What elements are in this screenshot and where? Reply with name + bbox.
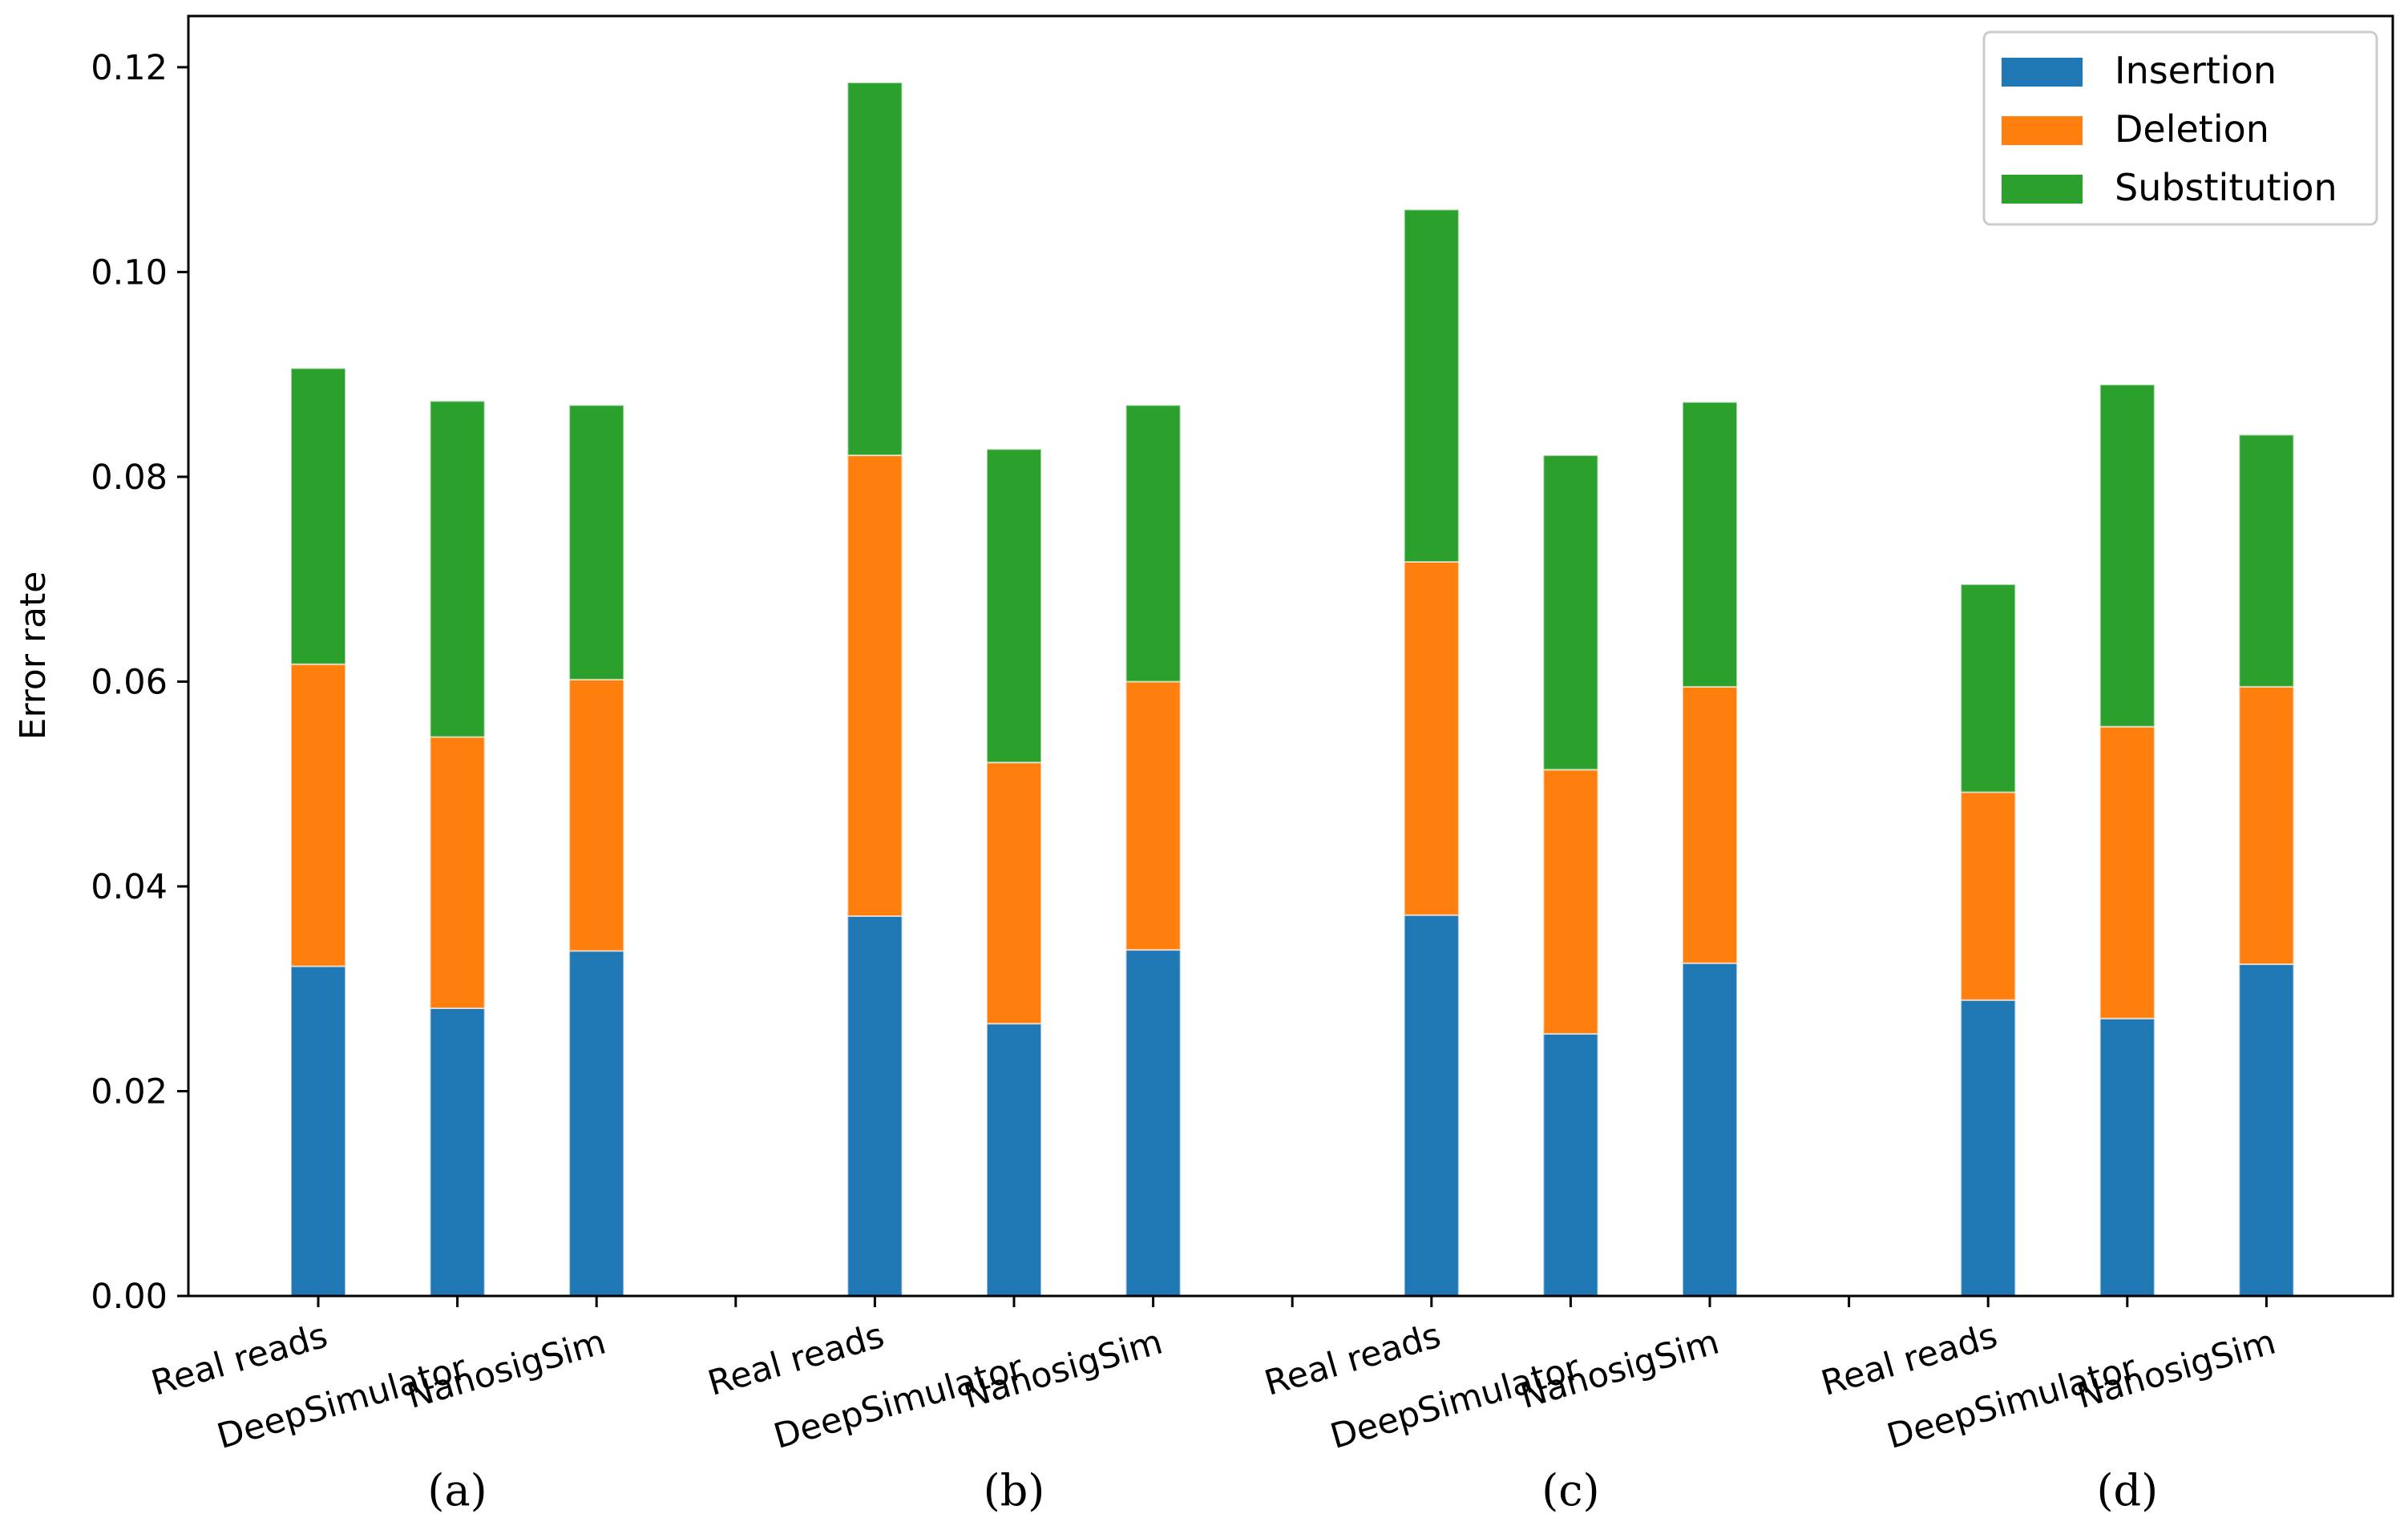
y-axis-label: Error rate (13, 571, 54, 741)
legend-swatch-deletion (2002, 116, 2083, 145)
y-tick-label-4: 0.08 (91, 458, 168, 498)
bar-substitution-1 (290, 367, 346, 665)
bar-deletion-12 (2238, 685, 2295, 965)
x-tick-label-4: Real reads (704, 1316, 889, 1404)
bar-substitution-12 (2238, 434, 2295, 688)
bar-deletion-4 (846, 454, 903, 917)
x-tick-label-10: Real reads (1817, 1316, 2002, 1404)
x-tick-label-12: NanosigSim (2073, 1322, 2281, 1417)
bar-deletion-6 (1125, 680, 1182, 951)
bar-insertion-3 (568, 950, 625, 1298)
legend-swatch-substitution (2002, 175, 2083, 204)
group-label-1: (a) (427, 1465, 487, 1516)
bar-insertion-10 (1960, 999, 2017, 1298)
x-tick-label-7: Real reads (1260, 1316, 1445, 1404)
bar-substitution-11 (2099, 383, 2155, 728)
bar-substitution-6 (1125, 404, 1182, 683)
group-label-2: (b) (984, 1465, 1045, 1516)
bar-insertion-9 (1682, 962, 1738, 1298)
bar-deletion-7 (1403, 561, 1460, 916)
legend-label-deletion: Deletion (2115, 107, 2269, 151)
y-tick-label-1: 0.02 (91, 1072, 168, 1112)
x-tick-label-9: NanosigSim (1516, 1322, 1723, 1417)
y-axis: 0.00 0.02 0.04 0.06 0.08 0.10 0.12 (91, 48, 188, 1317)
bar-substitution-2 (429, 400, 486, 738)
group-label-3: (c) (1541, 1465, 1599, 1516)
bar-deletion-1 (290, 663, 346, 967)
plot-frame (187, 14, 2394, 1298)
bar-insertion-11 (2099, 1017, 2155, 1298)
legend: Insertion Deletion Substitution (1982, 30, 2378, 226)
bar-substitution-9 (1682, 401, 1738, 688)
bar-insertion-6 (1125, 949, 1182, 1297)
legend-label-substitution: Substitution (2115, 166, 2337, 209)
bar-deletion-8 (1542, 769, 1599, 1035)
bar-substitution-4 (846, 82, 903, 456)
y-tick-label-6: 0.12 (91, 48, 168, 88)
bar-insertion-5 (986, 1023, 1042, 1297)
bar-insertion-12 (2238, 963, 2295, 1297)
bar-substitution-7 (1403, 208, 1460, 563)
bar-deletion-5 (986, 761, 1042, 1025)
bar-deletion-2 (429, 736, 486, 1010)
x-tick-label-6: NanosigSim (960, 1322, 1167, 1417)
bar-substitution-8 (1542, 454, 1599, 771)
bar-substitution-5 (986, 448, 1042, 764)
bar-deletion-9 (1682, 685, 1738, 964)
bar-insertion-8 (1542, 1032, 1599, 1298)
x-tick-label-3: NanosigSim (402, 1322, 610, 1417)
bar-insertion-7 (1403, 914, 1460, 1297)
bar-substitution-3 (568, 404, 625, 680)
bar-deletion-11 (2099, 725, 2155, 1019)
bar-substitution-10 (1960, 583, 2017, 793)
y-tick-label-2: 0.04 (91, 867, 168, 907)
legend-swatch-insertion (2002, 58, 2083, 87)
y-tick-label-5: 0.10 (91, 252, 168, 293)
bar-insertion-2 (429, 1007, 486, 1297)
bar-insertion-4 (846, 915, 903, 1297)
y-tick-label-0: 0.00 (91, 1277, 168, 1317)
bar-insertion-1 (290, 965, 346, 1297)
y-tick-label-3: 0.06 (91, 662, 168, 702)
bar-deletion-10 (1960, 791, 2017, 1001)
bars-layer (290, 82, 2295, 1298)
x-tick-label-1: Real reads (147, 1316, 332, 1404)
group-label-4: (d) (2096, 1465, 2158, 1516)
legend-label-insertion: Insertion (2115, 49, 2277, 92)
bar-deletion-3 (568, 678, 625, 952)
